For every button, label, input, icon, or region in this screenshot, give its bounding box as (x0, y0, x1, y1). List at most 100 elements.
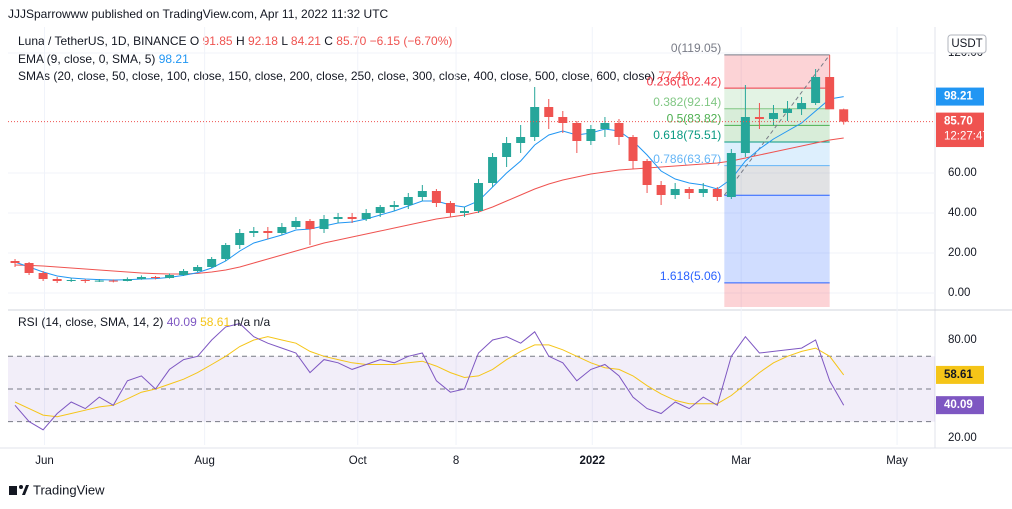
candle-body (66, 280, 76, 281)
candle-body (361, 213, 371, 219)
candle-body (207, 259, 217, 267)
candle-body (474, 183, 484, 211)
candle-body (193, 267, 203, 271)
candle-body (179, 271, 189, 275)
candle-body (291, 221, 301, 227)
candle-body (698, 189, 708, 193)
price-tag-label: 98.21 (944, 91, 973, 103)
currency-box (947, 34, 987, 54)
candle-body (431, 191, 441, 203)
candle-body (811, 77, 821, 103)
fib-zone (724, 195, 830, 283)
sma-label: SMAs (20, close, 50, close, 100, close, … (18, 69, 655, 83)
price-tag-label: 85.70 (944, 116, 973, 128)
candle-body (712, 189, 722, 197)
symbol: Luna / TetherUS, 1D, BINANCE (18, 34, 187, 48)
candle-body (347, 217, 357, 219)
fib-label: 0.236(102.42) (647, 74, 722, 88)
published-note: JJJSparrowww published on TradingView.co… (8, 7, 389, 21)
candle-body (502, 143, 512, 157)
candle-body (277, 227, 287, 233)
rsi-legend: RSI (14, close, SMA, 14, 2) 40.09 58.61 … (18, 315, 271, 329)
candle-body (136, 277, 146, 279)
candle-body (249, 231, 259, 233)
candle-body (445, 203, 455, 213)
ohlc-key: L (281, 34, 288, 48)
fib-label: 1.618(5.06) (660, 269, 721, 283)
candle-body (670, 189, 680, 195)
candle-body (600, 123, 610, 129)
candle-body (839, 109, 849, 122)
candle-body (544, 107, 554, 117)
sma-value: 77.48 (658, 69, 688, 83)
candle-body (10, 261, 20, 263)
legend-row: Luna / TetherUS, 1D, BINANCE O 91.85 H 9… (18, 34, 452, 48)
price-tag (936, 112, 984, 145)
rsi-legend-part: n/a n/a (233, 315, 270, 329)
candle-body (375, 207, 385, 213)
candle-body (586, 129, 596, 141)
candle-body (165, 275, 175, 278)
ohlc-value: 92.18 (248, 34, 278, 48)
candle-body (797, 103, 807, 109)
candle-body (754, 117, 764, 119)
candle-body (530, 107, 540, 137)
candle-body (52, 279, 62, 281)
candle-body (768, 113, 778, 119)
candle-body (614, 123, 624, 137)
candle-body (403, 197, 413, 205)
rsi-tick-label: 20.00 (948, 432, 977, 444)
fib-label: 0.5(83.82) (667, 112, 722, 126)
candle-body (80, 280, 90, 281)
candle-body (333, 217, 343, 219)
candle-body (726, 153, 736, 197)
candle-body (628, 137, 638, 161)
x-tick-label: Jun (35, 455, 54, 467)
rsi-legend-part: 58.61 (200, 315, 230, 329)
y-tick-label: 40.00 (948, 207, 977, 219)
y-tick-label: 60.00 (948, 167, 977, 179)
candle-body (459, 211, 469, 213)
candle-body (488, 157, 498, 183)
x-tick-label: Aug (194, 455, 214, 467)
candle-body (684, 189, 694, 193)
ohlc-key: O (190, 34, 199, 48)
candle-body (24, 263, 34, 273)
candle-body (38, 273, 48, 279)
currency-label: USDT (951, 38, 982, 50)
candle-body (656, 185, 666, 195)
ema-value: 98.21 (159, 52, 189, 66)
rsi-line (14, 323, 845, 431)
legend: Luna / TetherUS, 1D, BINANCE O 91.85 H 9… (18, 34, 689, 83)
y-tick-label: 0.00 (948, 287, 970, 299)
candle-body (572, 123, 582, 141)
legend-row: EMA (9, close, 0, SMA, 5) 98.21 (18, 52, 189, 66)
brand: TradingView (33, 482, 105, 497)
legend-row: SMAs (20, close, 50, close, 100, close, … (18, 69, 689, 83)
sma-line (14, 137, 844, 275)
fib-zone (724, 125, 830, 142)
candle-body (263, 231, 273, 233)
x-tick-label: Oct (349, 455, 368, 467)
ohlc-key: C (324, 34, 333, 48)
candle-body (150, 277, 160, 278)
rsi-tick-label: 80.00 (948, 334, 977, 346)
candle-body (235, 233, 245, 245)
price-tag (936, 87, 984, 106)
rsi-legend-part: RSI (14, close, SMA, 14, 2) (18, 315, 163, 329)
ohlc-key: H (236, 34, 245, 48)
fib-zone (724, 141, 830, 166)
ema-line (14, 96, 844, 281)
candle-body (305, 221, 315, 229)
countdown: 12:27:47 (944, 131, 989, 143)
candle-body (94, 280, 104, 282)
rsi-legend-part: 40.09 (167, 315, 197, 329)
fib-label: 0.618(75.51) (653, 128, 721, 142)
candle-body (417, 191, 427, 197)
rsi-tag-label: 58.61 (944, 369, 973, 381)
y-tick-label: 20.00 (948, 247, 977, 259)
ohlc-value: 85.70 (336, 34, 366, 48)
x-tick-label: 2022 (579, 455, 605, 467)
